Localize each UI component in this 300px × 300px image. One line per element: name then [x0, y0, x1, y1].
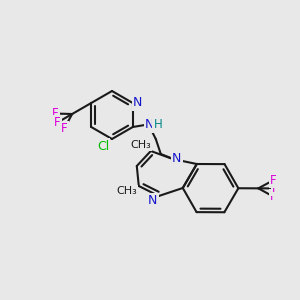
Text: N: N — [148, 194, 158, 208]
Text: CH₃: CH₃ — [130, 140, 151, 150]
Text: N: N — [133, 97, 142, 110]
Text: N: N — [145, 118, 154, 131]
Text: F: F — [54, 116, 61, 129]
Text: F: F — [270, 174, 277, 187]
Text: F: F — [61, 122, 68, 135]
Text: Cl: Cl — [97, 140, 109, 152]
Text: F: F — [272, 182, 279, 195]
Text: CH₃: CH₃ — [116, 186, 137, 196]
Text: H: H — [153, 118, 162, 130]
Text: F: F — [270, 190, 277, 203]
Text: F: F — [52, 107, 59, 120]
Text: N: N — [172, 152, 182, 164]
